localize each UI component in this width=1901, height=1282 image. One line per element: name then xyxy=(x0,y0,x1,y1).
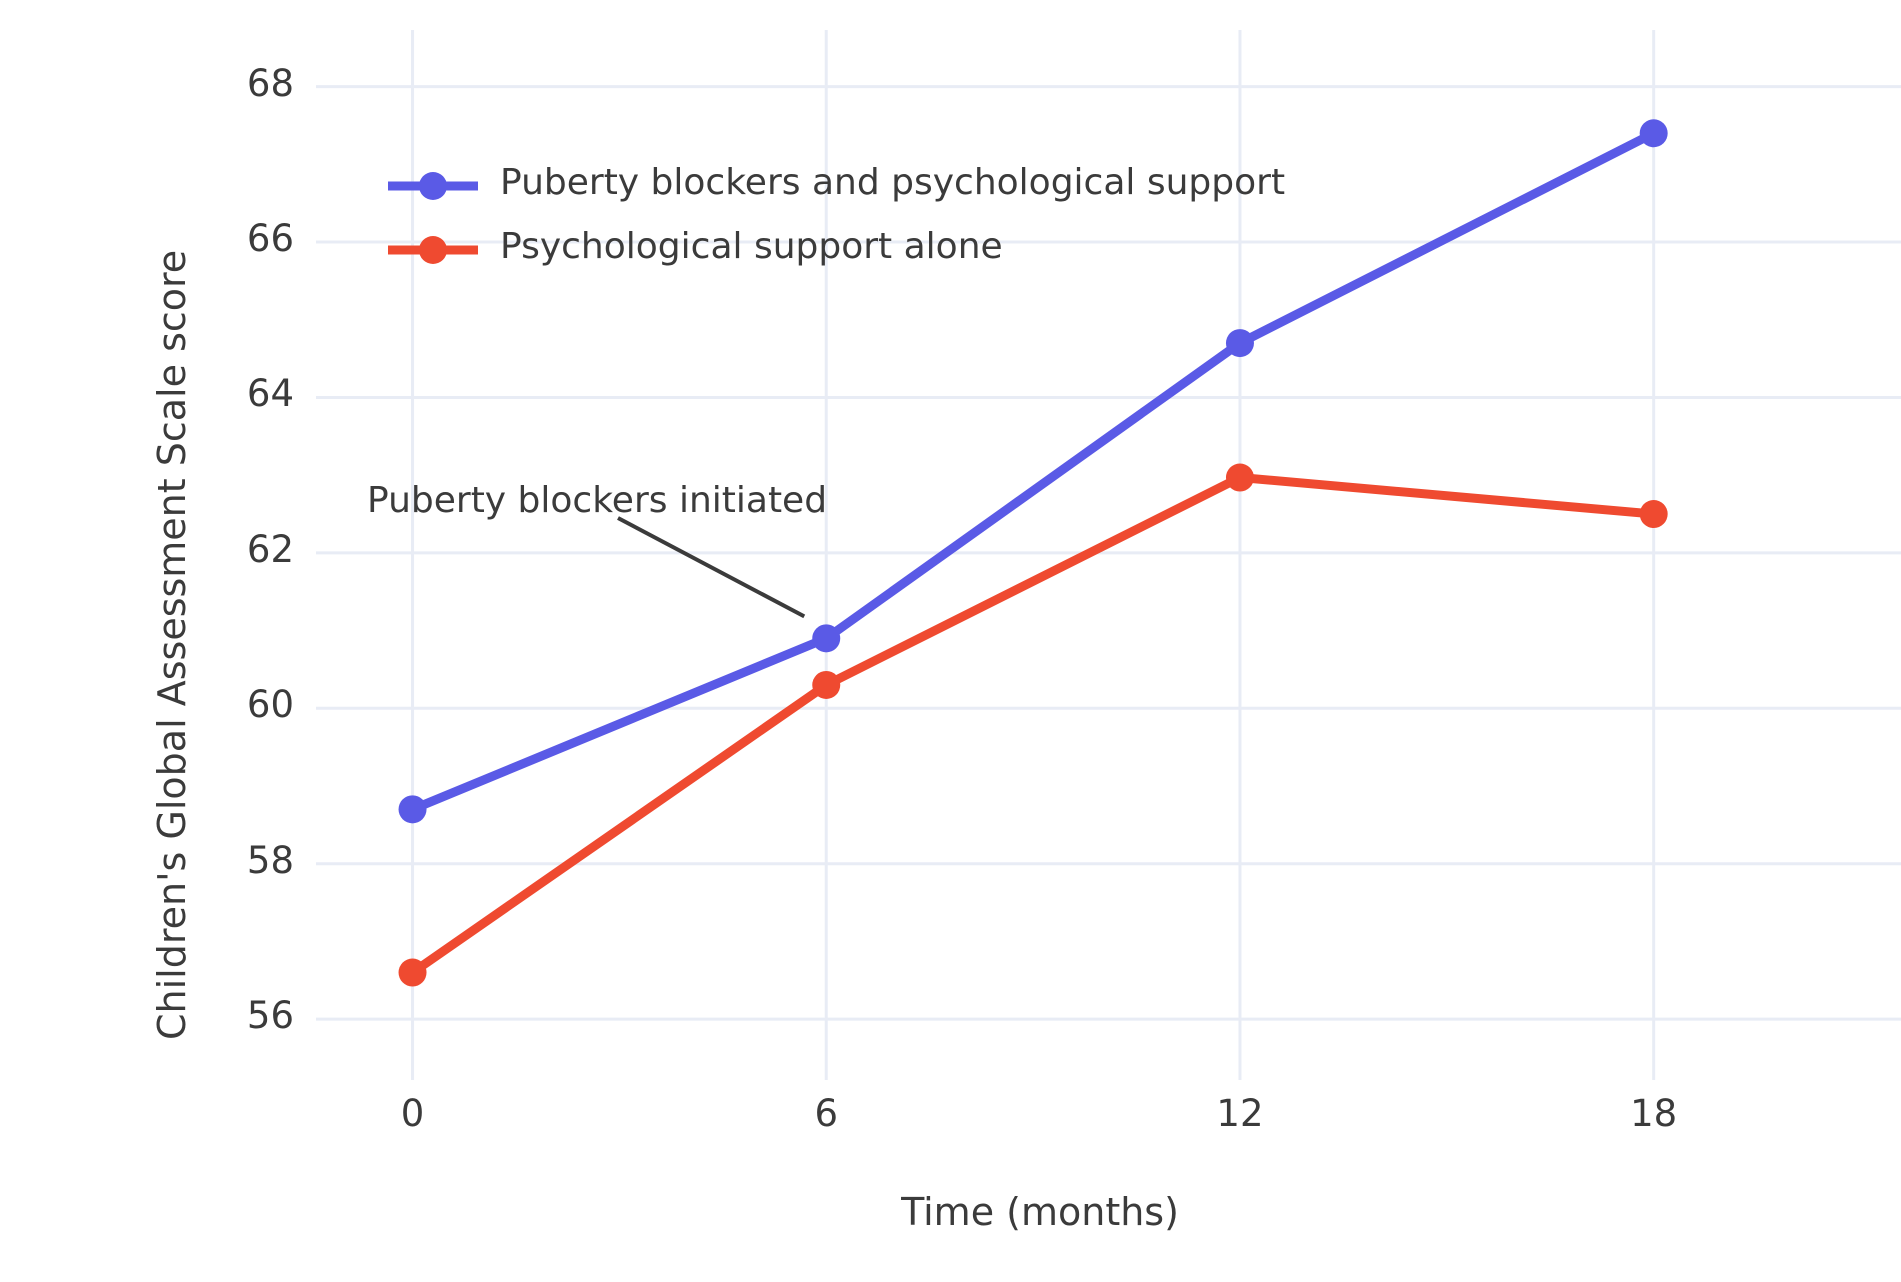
legend-item-label[interactable]: Psychological support alone xyxy=(500,226,1003,267)
y-axis-title: Children's Global Assessment Scale score xyxy=(150,249,194,1040)
y-tick-label: 58 xyxy=(246,838,294,882)
y-tick-label: 60 xyxy=(246,683,294,727)
annotation-text: Puberty blockers initiated xyxy=(367,480,828,521)
x-axis-title: Time (months) xyxy=(901,1190,1179,1234)
series-line-1 xyxy=(408,473,1659,978)
data-point[interactable] xyxy=(1225,329,1254,358)
data-point[interactable] xyxy=(1225,463,1254,492)
annotation-arrow xyxy=(617,516,806,619)
data-point[interactable] xyxy=(812,624,841,653)
y-tick-label: 62 xyxy=(246,527,294,571)
legend-marker-dot xyxy=(419,236,447,264)
data-point[interactable] xyxy=(812,670,841,699)
series-points xyxy=(398,119,1668,987)
legend-swatches xyxy=(388,172,478,264)
vertical-gridlines xyxy=(411,30,1656,1080)
y-tick-label: 66 xyxy=(246,217,294,261)
data-point[interactable] xyxy=(1639,500,1668,529)
y-tick-label: 56 xyxy=(246,994,294,1038)
x-tick-label: 12 xyxy=(1216,1092,1264,1135)
data-point[interactable] xyxy=(398,795,427,824)
y-tick-label: 68 xyxy=(246,61,294,105)
data-point[interactable] xyxy=(1639,119,1668,148)
series-lines xyxy=(408,128,1659,978)
horizontal-gridlines xyxy=(316,85,1901,1021)
legend-marker-dot xyxy=(419,172,447,200)
y-tick-label: 64 xyxy=(246,372,294,416)
series-line-0 xyxy=(408,128,1659,814)
annotation-leader-line xyxy=(617,516,806,619)
legend-item-label[interactable]: Puberty blockers and psychological suppo… xyxy=(500,162,1286,203)
data-point[interactable] xyxy=(398,958,427,987)
x-tick-label: 6 xyxy=(814,1092,839,1135)
x-tick-label: 0 xyxy=(400,1092,425,1135)
x-tick-label: 18 xyxy=(1630,1092,1678,1135)
